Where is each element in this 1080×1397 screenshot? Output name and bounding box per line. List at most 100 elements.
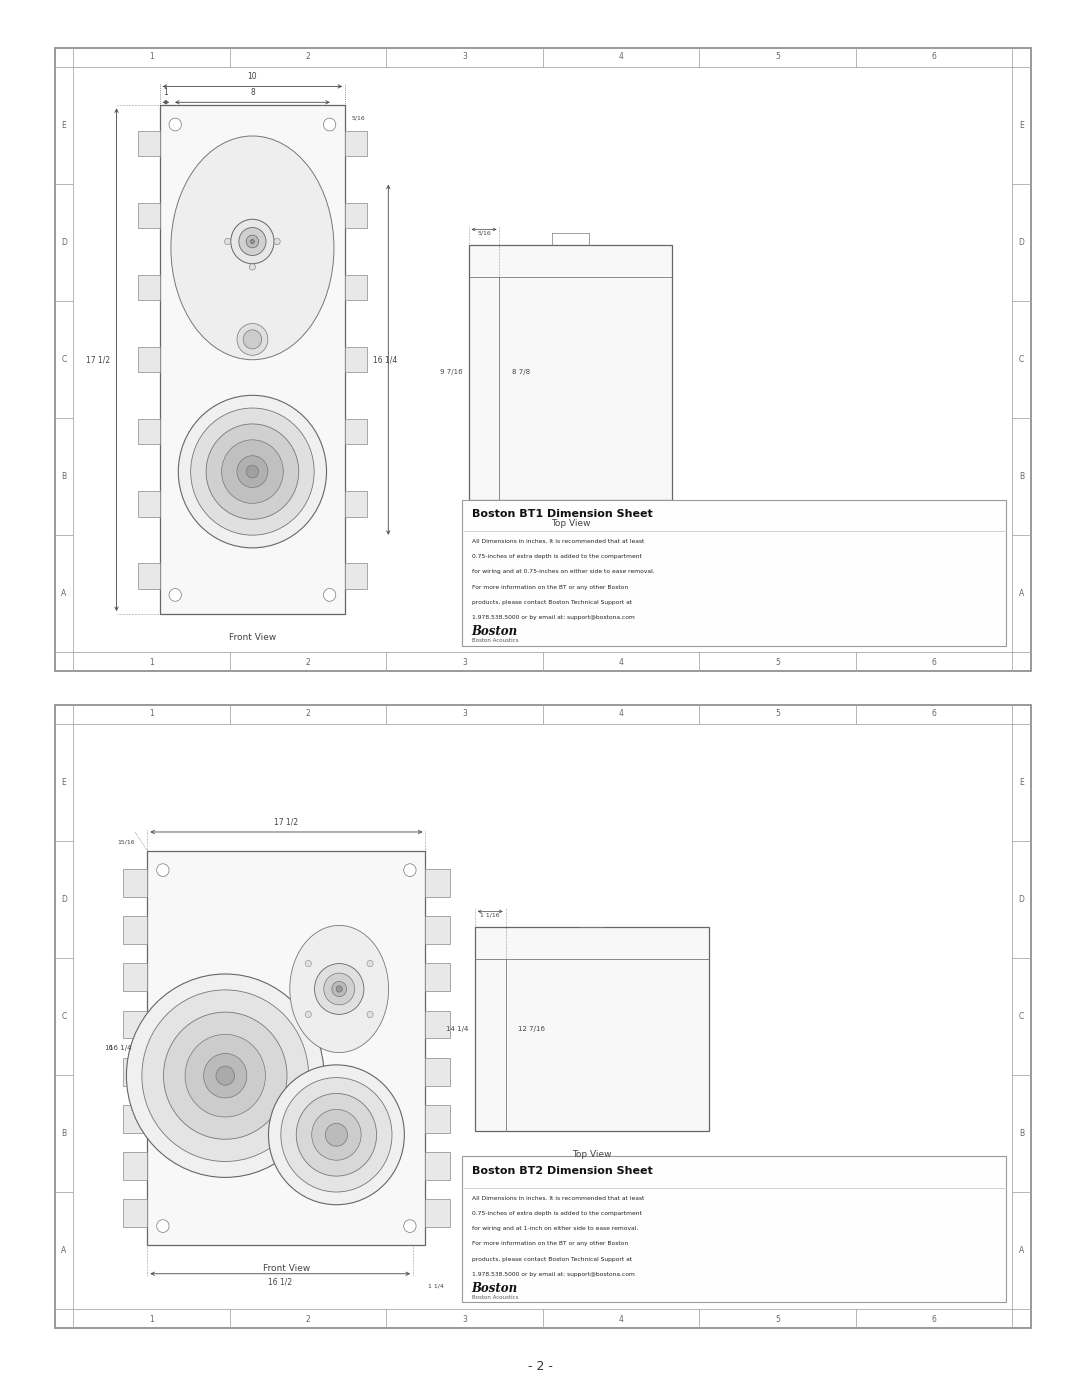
Text: 5/16: 5/16 — [351, 116, 365, 120]
Text: All Dimensions in inches. It is recommended that at least: All Dimensions in inches. It is recommen… — [472, 1196, 644, 1200]
Ellipse shape — [171, 136, 334, 359]
Text: 16: 16 — [105, 1045, 113, 1051]
Circle shape — [367, 1011, 374, 1017]
Text: 6: 6 — [931, 708, 936, 718]
Bar — [426, 964, 450, 992]
Bar — [123, 869, 147, 897]
Circle shape — [237, 455, 268, 488]
Circle shape — [246, 235, 258, 247]
Bar — [138, 203, 160, 228]
Circle shape — [269, 1065, 404, 1204]
Bar — [123, 1058, 147, 1085]
Circle shape — [251, 240, 254, 243]
Circle shape — [170, 588, 181, 601]
Bar — [138, 131, 160, 156]
Bar — [475, 928, 710, 1130]
Text: 17 1/2: 17 1/2 — [274, 817, 298, 827]
Text: 1.978.538.5000 or by email at: support@bostona.com: 1.978.538.5000 or by email at: support@b… — [472, 615, 635, 620]
Text: 2: 2 — [306, 1315, 310, 1324]
Text: A: A — [62, 1246, 67, 1255]
Circle shape — [221, 440, 283, 503]
Circle shape — [332, 981, 347, 996]
Circle shape — [178, 395, 326, 548]
Text: 1: 1 — [163, 88, 168, 98]
Ellipse shape — [289, 925, 389, 1052]
Text: 6: 6 — [931, 52, 936, 61]
Text: Boston BT1 Dimension Sheet: Boston BT1 Dimension Sheet — [472, 509, 652, 520]
Text: 3: 3 — [462, 1315, 467, 1324]
Text: 2: 2 — [306, 658, 310, 668]
Text: 1: 1 — [149, 658, 154, 668]
Text: Top View: Top View — [572, 1150, 612, 1158]
Circle shape — [231, 219, 274, 264]
Text: For more information on the BT or any other Boston: For more information on the BT or any ot… — [472, 1242, 627, 1246]
Text: 0.75-inches of extra depth is added to the compartment: 0.75-inches of extra depth is added to t… — [472, 1211, 642, 1215]
Circle shape — [206, 423, 299, 520]
Text: D: D — [1018, 895, 1024, 904]
Text: 1.978.538.5000 or by email at: support@bostona.com: 1.978.538.5000 or by email at: support@b… — [472, 1271, 635, 1277]
Text: - 2 -: - 2 - — [527, 1359, 553, 1373]
Text: E: E — [1020, 122, 1024, 130]
Text: 5: 5 — [775, 1315, 780, 1324]
Circle shape — [237, 324, 268, 355]
Circle shape — [404, 1220, 416, 1232]
Circle shape — [249, 264, 256, 270]
Bar — [426, 916, 450, 944]
Text: for wiring and at 0.75-inches on either side to ease removal.: for wiring and at 0.75-inches on either … — [472, 570, 654, 574]
Circle shape — [225, 239, 231, 244]
Text: All Dimensions in inches. It is recommended that at least: All Dimensions in inches. It is recommen… — [472, 539, 644, 543]
Circle shape — [243, 330, 261, 349]
Text: C: C — [1018, 355, 1024, 365]
Circle shape — [296, 1094, 377, 1176]
Text: Boston BT2 Dimension Sheet: Boston BT2 Dimension Sheet — [472, 1165, 652, 1176]
Text: 3: 3 — [462, 52, 467, 61]
Circle shape — [204, 1053, 247, 1098]
Circle shape — [312, 1109, 361, 1161]
Bar — [426, 869, 450, 897]
Text: D: D — [1018, 239, 1024, 247]
Text: B: B — [62, 472, 67, 481]
Circle shape — [306, 1011, 311, 1017]
Text: A: A — [62, 590, 67, 598]
Text: C: C — [1018, 1011, 1024, 1021]
Text: B: B — [1018, 1129, 1024, 1137]
Bar — [469, 246, 673, 500]
Text: 1: 1 — [149, 52, 154, 61]
Text: 1 1/4: 1 1/4 — [429, 1284, 444, 1289]
Text: products, please contact Boston Technical Support at: products, please contact Boston Technica… — [472, 1256, 632, 1261]
Circle shape — [367, 960, 374, 967]
Text: 1: 1 — [149, 1315, 154, 1324]
Text: Top View: Top View — [551, 518, 591, 528]
Bar — [123, 1105, 147, 1133]
Text: 6: 6 — [931, 658, 936, 668]
Text: 4: 4 — [619, 658, 623, 668]
Text: B: B — [62, 1129, 67, 1137]
Bar — [138, 275, 160, 300]
Circle shape — [216, 1066, 234, 1085]
Circle shape — [404, 863, 416, 876]
Text: 2: 2 — [306, 52, 310, 61]
Text: 3: 3 — [462, 658, 467, 668]
Circle shape — [185, 1034, 266, 1118]
Bar — [426, 1058, 450, 1085]
Circle shape — [281, 1077, 392, 1192]
Text: for wiring and at 1-inch on either side to ease removal.: for wiring and at 1-inch on either side … — [472, 1227, 638, 1231]
Text: 12 7/16: 12 7/16 — [518, 1025, 545, 1032]
Circle shape — [274, 239, 280, 244]
Text: For more information on the BT or any other Boston: For more information on the BT or any ot… — [472, 585, 627, 590]
Circle shape — [163, 1011, 287, 1139]
Circle shape — [239, 228, 266, 256]
Circle shape — [314, 964, 364, 1014]
Text: Boston Acoustics: Boston Acoustics — [472, 1295, 518, 1299]
Text: 8: 8 — [251, 88, 255, 98]
Text: 4: 4 — [619, 708, 623, 718]
Text: C: C — [62, 1011, 67, 1021]
Circle shape — [157, 863, 170, 876]
Text: 5/16: 5/16 — [477, 231, 491, 236]
Circle shape — [336, 986, 342, 992]
Text: 0.75-inches of extra depth is added to the compartment: 0.75-inches of extra depth is added to t… — [472, 555, 642, 559]
Text: D: D — [62, 895, 67, 904]
Bar — [138, 492, 160, 517]
Circle shape — [126, 974, 324, 1178]
Text: 8 7/8: 8 7/8 — [512, 369, 530, 376]
